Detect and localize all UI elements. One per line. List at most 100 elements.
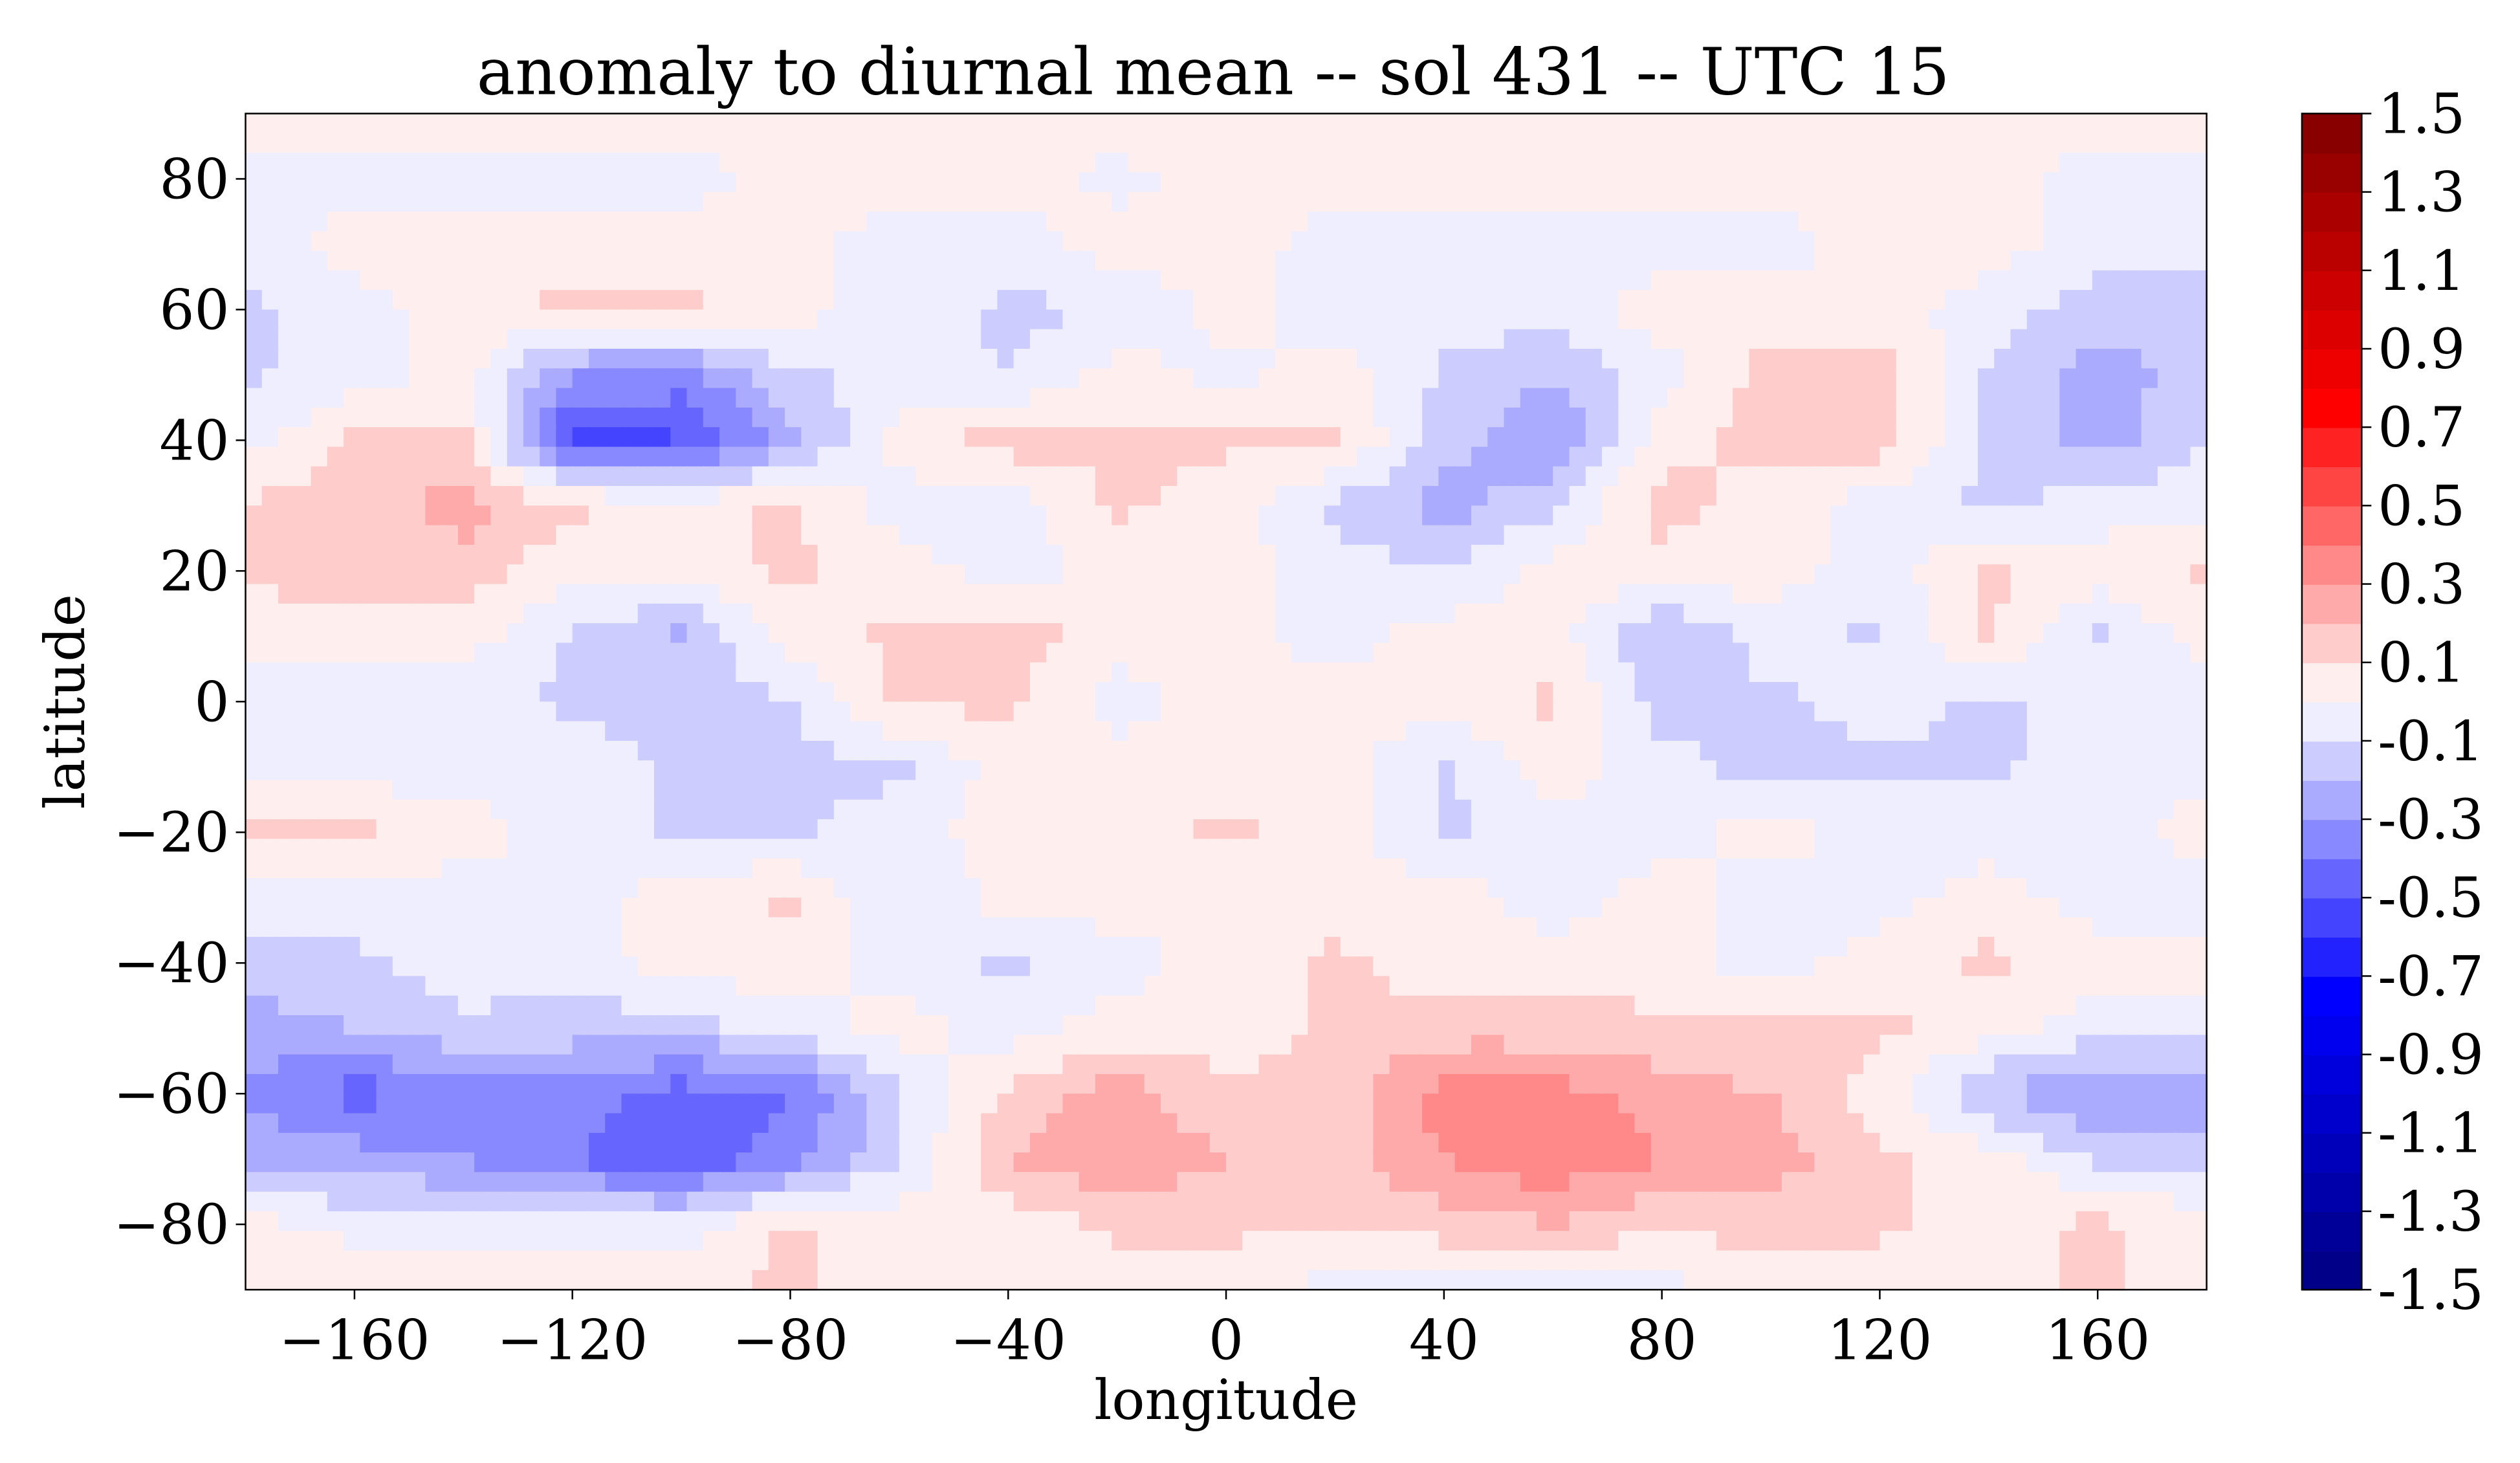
contour-cell — [1046, 584, 1064, 605]
contour-cell — [1405, 701, 1423, 723]
contour-cell — [1700, 172, 1718, 193]
contour-cell — [1079, 603, 1097, 624]
contour-cell — [1602, 466, 1619, 487]
contour-cell — [1504, 309, 1522, 331]
contour-cell — [1226, 368, 1244, 390]
contour-cell — [621, 270, 639, 291]
contour-cell — [899, 211, 917, 232]
contour-cell — [1520, 877, 1538, 899]
contour-cell — [278, 407, 296, 428]
contour-cell — [2059, 388, 2077, 409]
contour-cell — [1536, 721, 1554, 742]
contour-cell — [1634, 172, 1652, 193]
contour-cell — [1879, 231, 1898, 252]
contour-cell — [1291, 701, 1309, 723]
contour-cell — [1029, 584, 1047, 605]
contour-cell — [736, 368, 754, 390]
contour-cell — [1961, 290, 1979, 311]
contour-cell — [1340, 133, 1358, 154]
contour-cell — [1896, 839, 1914, 860]
contour-cell — [1830, 329, 1848, 350]
contour-cell — [653, 525, 672, 546]
contour-cell — [1896, 819, 1914, 840]
contour-cell — [1144, 172, 1162, 193]
contour-cell — [523, 407, 541, 428]
contour-cell — [392, 427, 410, 448]
contour-cell — [1291, 780, 1309, 801]
contour-cell — [1650, 407, 1669, 428]
contour-cell — [1585, 643, 1603, 664]
contour-cell — [2059, 309, 2077, 331]
contour-cell — [2059, 486, 2077, 507]
contour-cell — [1405, 270, 1423, 291]
contour-cell — [703, 643, 721, 664]
contour-cell — [1062, 290, 1080, 311]
contour-cell — [866, 564, 884, 586]
contour-cell — [752, 544, 770, 566]
contour-cell — [474, 407, 492, 428]
contour-cell — [1258, 368, 1276, 390]
contour-cell — [1618, 349, 1636, 369]
contour-cell — [1733, 231, 1750, 252]
contour-cell — [1389, 466, 1407, 487]
contour-cell — [1487, 290, 1505, 311]
contour-cell — [670, 525, 688, 546]
contour-cell — [2125, 525, 2143, 546]
contour-cell — [278, 564, 296, 586]
contour-cell — [899, 290, 917, 311]
contour-cell — [670, 760, 688, 781]
contour-cell — [2109, 505, 2126, 527]
contour-cell — [1733, 662, 1750, 683]
contour-cell — [932, 564, 950, 586]
contour-cell — [376, 623, 394, 644]
contour-cell — [556, 231, 574, 252]
contour-cell — [948, 349, 966, 369]
contour-cell — [2043, 368, 2061, 390]
contour-cell — [572, 250, 590, 272]
contour-cell — [1618, 211, 1636, 232]
contour-cell — [981, 623, 998, 644]
contour-cell — [1046, 407, 1064, 428]
contour-cell — [490, 858, 509, 879]
contour-cell — [866, 623, 884, 644]
contour-cell — [785, 231, 802, 252]
contour-cell — [2026, 446, 2044, 468]
contour-cell — [981, 290, 998, 311]
contour-cell — [1177, 877, 1195, 899]
contour-cell — [785, 290, 802, 311]
contour-cell — [670, 368, 688, 390]
contour-cell — [360, 133, 378, 154]
contour-cell — [1814, 525, 1832, 546]
contour-cell — [457, 486, 476, 507]
contour-cell — [556, 623, 574, 644]
contour-cell — [2109, 388, 2126, 409]
contour-cell — [2190, 760, 2208, 781]
contour-cell — [2174, 231, 2191, 252]
contour-cell — [360, 407, 378, 428]
contour-cell — [1177, 349, 1195, 369]
contour-cell — [1275, 486, 1293, 507]
contour-cell — [1275, 839, 1293, 860]
contour-cell — [409, 309, 426, 331]
contour-cell — [605, 682, 622, 703]
contour-cell — [1112, 917, 1130, 938]
contour-cell — [637, 329, 655, 350]
contour-cell — [1029, 740, 1047, 762]
contour-cell — [474, 643, 492, 664]
contour-cell — [670, 329, 688, 350]
contour-cell — [1945, 446, 1963, 468]
contour-cell — [327, 721, 345, 742]
contour-cell — [1209, 701, 1227, 723]
contour-cell — [1112, 701, 1130, 723]
contour-cell — [1536, 192, 1554, 213]
contour-cell — [376, 760, 394, 781]
contour-cell — [850, 407, 868, 428]
contour-cell — [785, 250, 802, 272]
contour-cell — [1504, 133, 1522, 154]
contour-cell — [1846, 153, 1865, 173]
contour-cell — [507, 172, 525, 193]
contour-cell — [1242, 231, 1260, 252]
contour-cell — [1846, 446, 1865, 468]
contour-cell — [1977, 780, 1995, 801]
contour-cell — [1242, 701, 1260, 723]
